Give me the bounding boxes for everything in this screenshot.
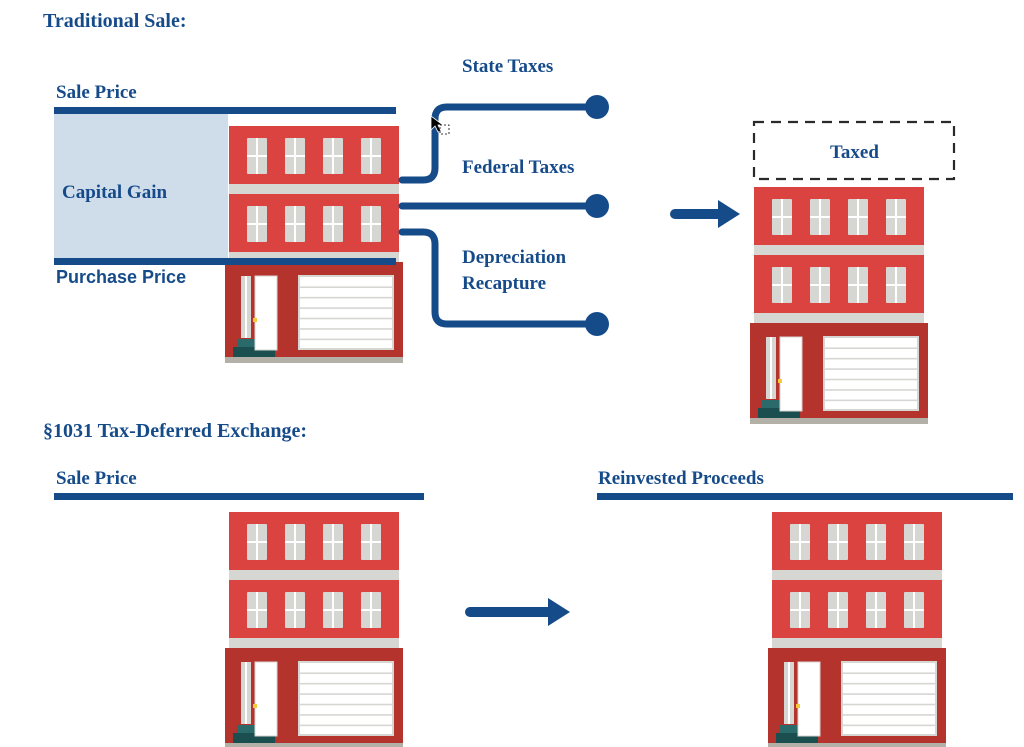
label-sale-price-bottom: Sale Price [56,468,137,490]
label-state-taxes: State Taxes [462,56,553,78]
label-federal-taxes: Federal Taxes [462,157,574,179]
label-capital-gain: Capital Gain [62,182,167,204]
label-purchase-price: Purchase Price [56,267,186,288]
label-sale-price-top: Sale Price [56,82,137,104]
label-depr-2: Recapture [462,273,546,295]
label-reinvested: Reinvested Proceeds [598,468,764,490]
diagram-canvas [0,0,1024,747]
label-taxed: Taxed [830,142,879,164]
cursor-icon [429,114,451,136]
title-1031: §1031 Tax-Deferred Exchange: [43,420,307,443]
title-traditional: Traditional Sale: [43,10,187,33]
label-depr-1: Depreciation [462,247,566,269]
